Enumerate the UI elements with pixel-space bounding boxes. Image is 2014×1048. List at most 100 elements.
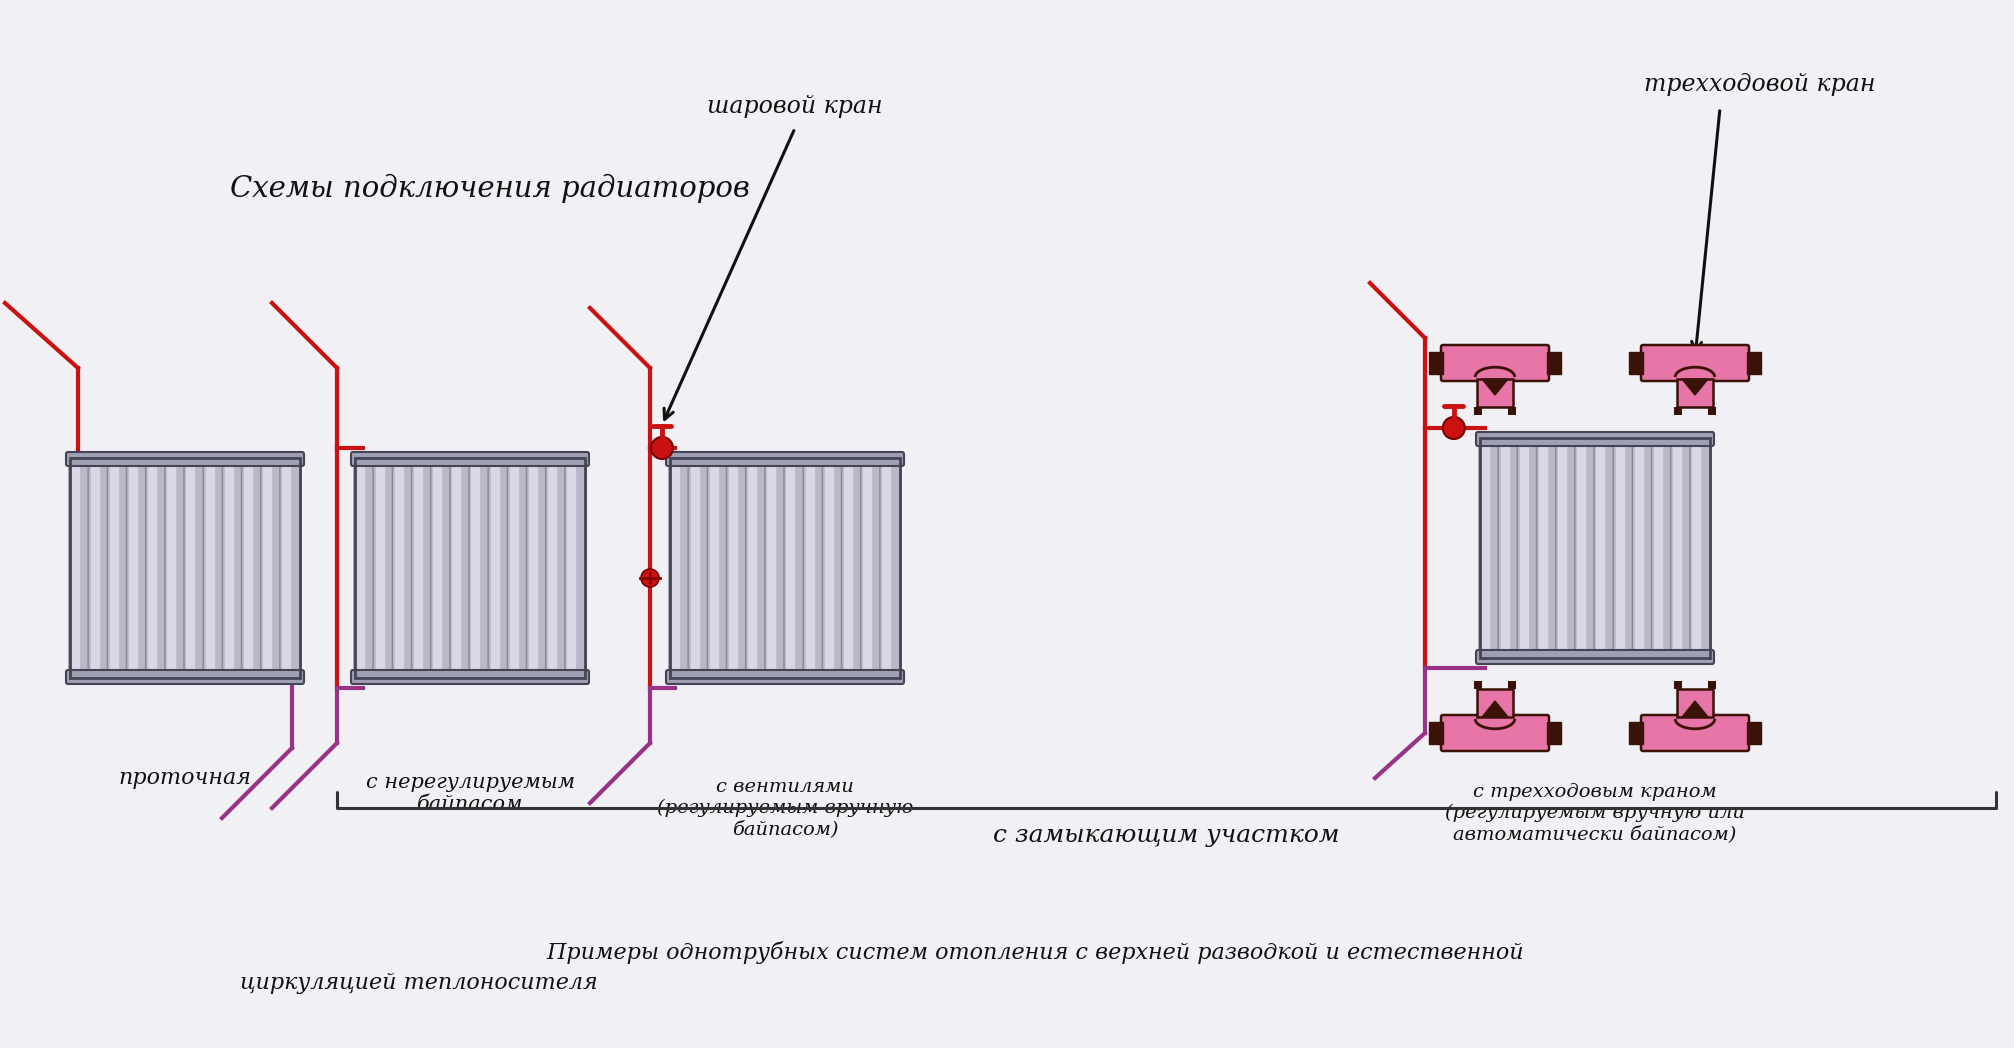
Text: с замыкающим участком: с замыкающим участком bbox=[993, 824, 1339, 847]
FancyBboxPatch shape bbox=[727, 460, 747, 676]
FancyBboxPatch shape bbox=[546, 460, 566, 676]
FancyBboxPatch shape bbox=[280, 460, 300, 676]
FancyBboxPatch shape bbox=[1651, 440, 1674, 655]
FancyBboxPatch shape bbox=[1476, 432, 1714, 446]
Polygon shape bbox=[1482, 701, 1508, 717]
FancyBboxPatch shape bbox=[765, 460, 785, 676]
Bar bbox=[1547, 352, 1561, 374]
Bar bbox=[1474, 681, 1482, 689]
FancyBboxPatch shape bbox=[860, 460, 882, 676]
Text: с вентилями
(регулируемым вручную
байпасом): с вентилями (регулируемым вручную байпас… bbox=[657, 778, 912, 838]
FancyBboxPatch shape bbox=[66, 452, 304, 466]
FancyBboxPatch shape bbox=[183, 460, 205, 676]
FancyBboxPatch shape bbox=[1498, 440, 1519, 655]
Polygon shape bbox=[1482, 379, 1508, 395]
Text: проточная: проточная bbox=[119, 767, 252, 789]
FancyBboxPatch shape bbox=[822, 460, 844, 676]
Bar bbox=[1708, 681, 1716, 689]
FancyBboxPatch shape bbox=[469, 460, 489, 676]
FancyBboxPatch shape bbox=[707, 460, 729, 676]
FancyBboxPatch shape bbox=[1478, 440, 1500, 655]
Bar bbox=[1480, 438, 1710, 658]
Text: шаровой кран: шаровой кран bbox=[707, 95, 882, 118]
FancyBboxPatch shape bbox=[449, 460, 471, 676]
Text: трехходовой кран: трехходовой кран bbox=[1643, 73, 1875, 96]
FancyBboxPatch shape bbox=[564, 460, 586, 676]
FancyBboxPatch shape bbox=[880, 460, 900, 676]
Bar bbox=[1476, 689, 1513, 717]
Bar bbox=[1678, 379, 1714, 407]
FancyBboxPatch shape bbox=[667, 452, 904, 466]
Bar bbox=[1508, 681, 1517, 689]
Bar bbox=[1674, 407, 1682, 415]
Bar bbox=[1476, 379, 1513, 407]
Bar bbox=[1708, 407, 1716, 415]
Polygon shape bbox=[1682, 379, 1708, 395]
FancyBboxPatch shape bbox=[203, 460, 224, 676]
Bar bbox=[1474, 407, 1482, 415]
Bar bbox=[1746, 722, 1760, 744]
FancyBboxPatch shape bbox=[1593, 440, 1615, 655]
Text: Примеры однотрубных систем отопления с верхней разводкой и естественной: Примеры однотрубных систем отопления с в… bbox=[489, 941, 1525, 964]
FancyBboxPatch shape bbox=[1575, 440, 1595, 655]
Circle shape bbox=[651, 437, 673, 459]
FancyBboxPatch shape bbox=[242, 460, 262, 676]
Bar bbox=[1430, 352, 1442, 374]
Polygon shape bbox=[1682, 701, 1708, 717]
Text: циркуляцией теплоносителя: циркуляцией теплоносителя bbox=[240, 971, 598, 994]
FancyBboxPatch shape bbox=[350, 670, 588, 684]
Bar bbox=[1547, 722, 1561, 744]
FancyBboxPatch shape bbox=[1631, 440, 1653, 655]
FancyBboxPatch shape bbox=[804, 460, 824, 676]
FancyBboxPatch shape bbox=[431, 460, 451, 676]
Bar bbox=[1674, 681, 1682, 689]
Text: Схемы подключения радиаторов: Схемы подключения радиаторов bbox=[230, 173, 749, 202]
FancyBboxPatch shape bbox=[260, 460, 282, 676]
FancyBboxPatch shape bbox=[127, 460, 147, 676]
FancyBboxPatch shape bbox=[526, 460, 548, 676]
Bar bbox=[1629, 722, 1643, 744]
FancyBboxPatch shape bbox=[669, 460, 691, 676]
FancyBboxPatch shape bbox=[1440, 715, 1549, 751]
FancyBboxPatch shape bbox=[508, 460, 528, 676]
Bar bbox=[671, 458, 900, 678]
FancyBboxPatch shape bbox=[1641, 715, 1748, 751]
FancyBboxPatch shape bbox=[487, 460, 510, 676]
Text: с нерегулируемым
байпасом: с нерегулируемым байпасом bbox=[365, 772, 574, 813]
FancyBboxPatch shape bbox=[783, 460, 806, 676]
FancyBboxPatch shape bbox=[373, 460, 395, 676]
FancyBboxPatch shape bbox=[222, 460, 244, 676]
FancyBboxPatch shape bbox=[1517, 440, 1539, 655]
Bar bbox=[1678, 689, 1714, 717]
Circle shape bbox=[640, 569, 659, 587]
FancyBboxPatch shape bbox=[89, 460, 109, 676]
FancyBboxPatch shape bbox=[393, 460, 413, 676]
FancyBboxPatch shape bbox=[107, 460, 129, 676]
FancyBboxPatch shape bbox=[1476, 650, 1714, 664]
FancyBboxPatch shape bbox=[145, 460, 167, 676]
FancyBboxPatch shape bbox=[411, 460, 433, 676]
FancyBboxPatch shape bbox=[66, 670, 304, 684]
Text: с трехходовым краном
(регулируемым вручную или
автоматически байпасом): с трехходовым краном (регулируемым вручн… bbox=[1446, 783, 1744, 843]
FancyBboxPatch shape bbox=[842, 460, 862, 676]
FancyBboxPatch shape bbox=[68, 460, 91, 676]
FancyBboxPatch shape bbox=[745, 460, 767, 676]
FancyBboxPatch shape bbox=[1613, 440, 1633, 655]
FancyBboxPatch shape bbox=[1690, 440, 1712, 655]
FancyBboxPatch shape bbox=[350, 452, 588, 466]
FancyBboxPatch shape bbox=[1672, 440, 1692, 655]
Bar bbox=[1508, 407, 1517, 415]
FancyBboxPatch shape bbox=[1537, 440, 1557, 655]
FancyBboxPatch shape bbox=[165, 460, 185, 676]
Bar bbox=[354, 458, 584, 678]
FancyBboxPatch shape bbox=[1641, 345, 1748, 381]
FancyBboxPatch shape bbox=[689, 460, 709, 676]
FancyBboxPatch shape bbox=[667, 670, 904, 684]
FancyBboxPatch shape bbox=[1440, 345, 1549, 381]
FancyBboxPatch shape bbox=[354, 460, 375, 676]
Bar bbox=[1430, 722, 1442, 744]
Bar bbox=[1629, 352, 1643, 374]
Circle shape bbox=[1442, 417, 1464, 439]
Bar bbox=[1746, 352, 1760, 374]
Bar bbox=[70, 458, 300, 678]
